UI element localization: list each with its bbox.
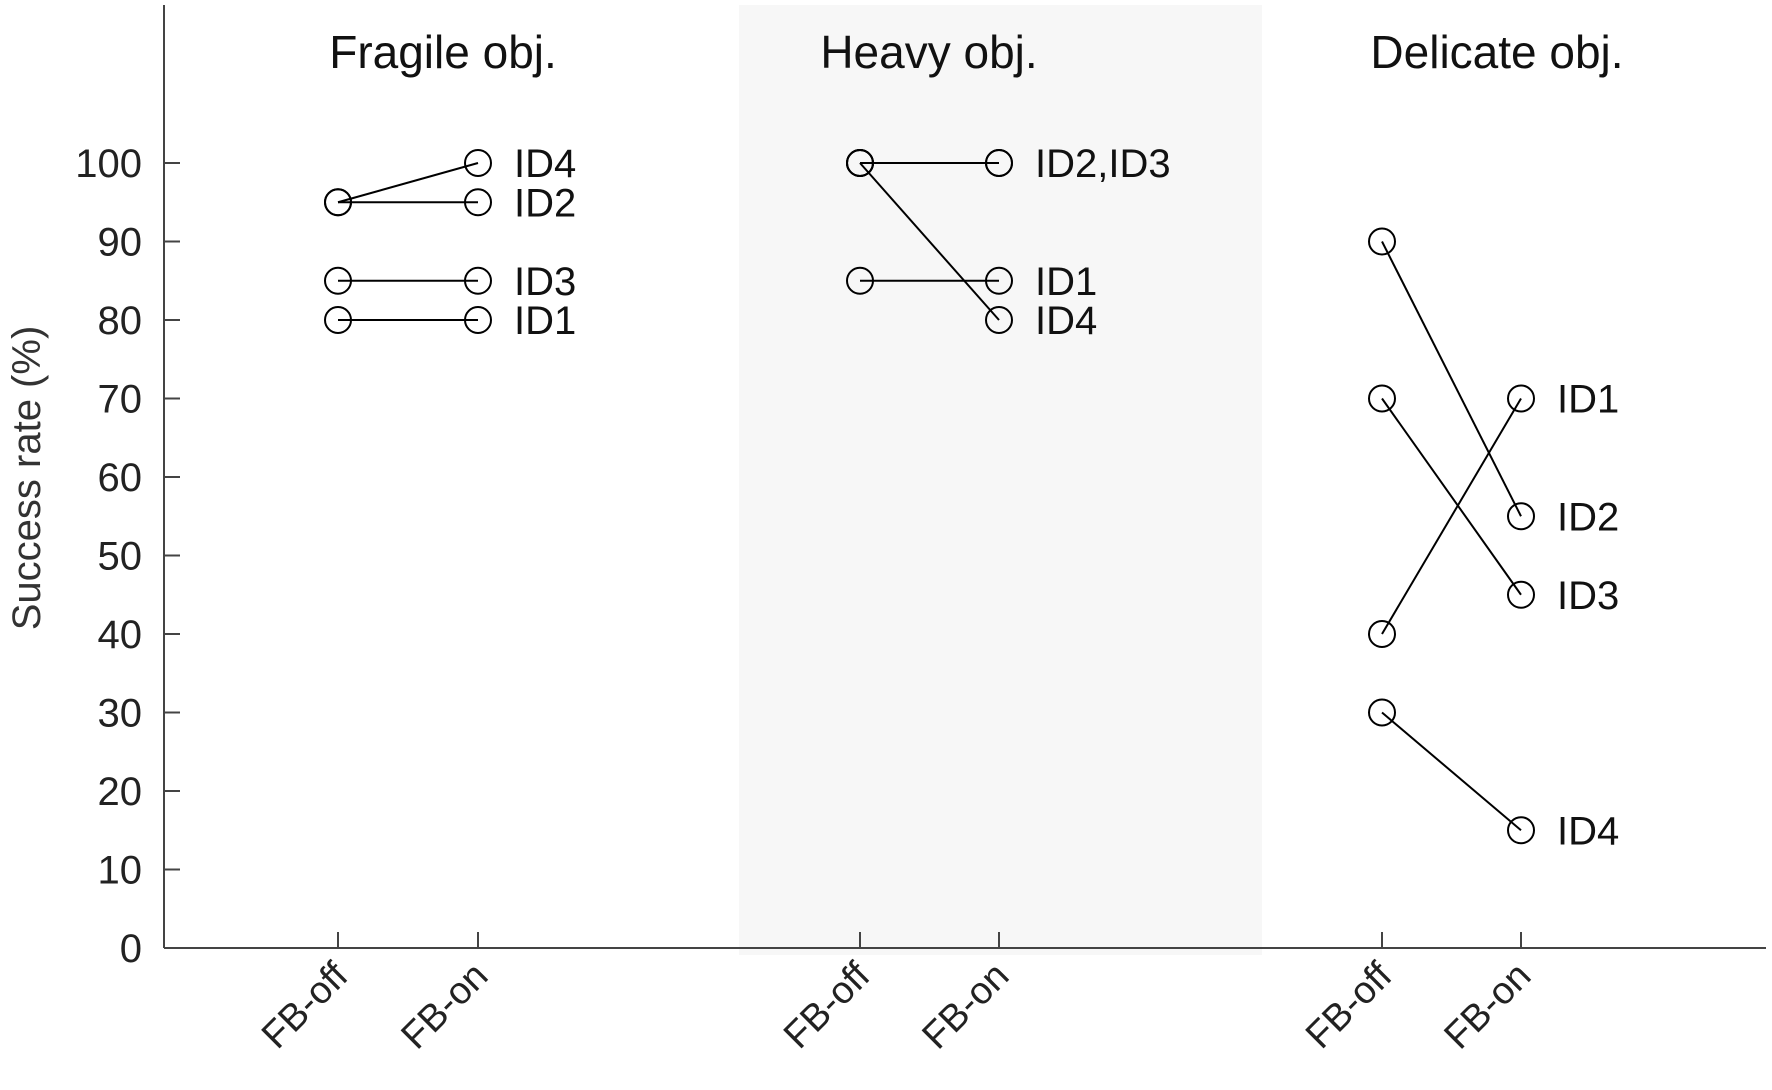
y-tick-label: 50	[98, 535, 143, 579]
x-tick-label: FB-on	[1436, 955, 1539, 1058]
series-id4	[846, 149, 1013, 334]
series-label: ID1	[1035, 260, 1097, 304]
series-id4	[1368, 698, 1535, 845]
data-point-marker	[324, 266, 352, 295]
data-point-marker	[464, 266, 492, 295]
data-point-marker	[464, 149, 492, 177]
series-line	[859, 162, 1000, 321]
panel-title: Heavy obj.	[820, 26, 1037, 78]
series-label: ID3	[1557, 574, 1619, 618]
y-tick-label: 10	[98, 849, 143, 893]
x-tick-label: FB-off	[254, 954, 357, 1057]
y-tick-label: 80	[98, 299, 143, 343]
y-tick-label: 100	[75, 142, 142, 186]
panel-delicate: Delicate obj. FB-off FB-on ID1 ID2 ID3 ID4	[1298, 26, 1624, 1058]
series-line	[1381, 241, 1522, 517]
series-label: ID4	[1557, 809, 1619, 853]
data-point-marker	[1507, 384, 1535, 413]
series-label: ID2	[514, 181, 576, 225]
x-tick-label: FB-off	[1298, 954, 1401, 1057]
data-point-marker	[464, 306, 492, 334]
data-point-marker	[1368, 620, 1396, 648]
series-label: ID1	[514, 299, 576, 343]
series-label: ID2	[1557, 495, 1619, 539]
data-point-marker	[1368, 698, 1396, 727]
data-point-marker	[846, 149, 874, 177]
y-tick-label: 40	[98, 613, 143, 657]
y-tick-label: 70	[98, 378, 143, 422]
data-point-marker	[1507, 816, 1535, 845]
y-tick-label: 60	[98, 456, 143, 500]
data-point-marker	[1368, 384, 1396, 413]
data-point-marker	[324, 306, 352, 334]
series-line	[337, 162, 479, 204]
y-tick-label: 30	[98, 692, 143, 736]
y-tick-label: 20	[98, 770, 143, 814]
series-id1	[1368, 384, 1535, 648]
x-tick-label: FB-on	[393, 955, 496, 1058]
series-label: ID4	[514, 142, 576, 186]
y-tick-label: 0	[120, 927, 142, 971]
data-point-marker	[846, 266, 874, 295]
panel-shade	[739, 5, 1262, 955]
series-id2	[324, 188, 492, 217]
series-line	[1381, 397, 1522, 596]
series-id1	[846, 266, 1013, 295]
series-id3	[324, 266, 492, 295]
series-label: ID4	[1035, 299, 1097, 343]
data-point-marker	[1368, 227, 1396, 256]
y-tick-label: 90	[98, 221, 143, 265]
data-point-marker	[985, 149, 1013, 177]
series-label: ID1	[1557, 378, 1619, 422]
y-axis-label: Success rate (%)	[5, 326, 49, 631]
series-label: ID3	[514, 260, 576, 304]
series-line	[1381, 397, 1522, 635]
data-point-marker	[985, 266, 1013, 295]
panel-title: Fragile obj.	[329, 26, 557, 78]
data-point-marker	[1507, 502, 1535, 531]
data-point-marker	[985, 306, 1013, 334]
series-id1	[324, 306, 492, 334]
series-label: ID2,ID3	[1035, 142, 1171, 186]
series-id2	[1368, 227, 1535, 531]
shaded-panel-backgrounds	[739, 5, 1262, 955]
data-point-marker	[464, 188, 492, 217]
x-tick-label: FB-on	[914, 955, 1017, 1058]
y-axis-ticks: 0 10 20 30 40 50 60 70 80 90 100	[75, 142, 180, 971]
panel-title: Delicate obj.	[1370, 26, 1623, 78]
data-point-marker	[324, 188, 352, 217]
series-id3	[1368, 384, 1535, 609]
data-point-marker	[1507, 580, 1535, 609]
series-line	[1381, 711, 1522, 832]
x-tick-label: FB-off	[776, 954, 879, 1057]
